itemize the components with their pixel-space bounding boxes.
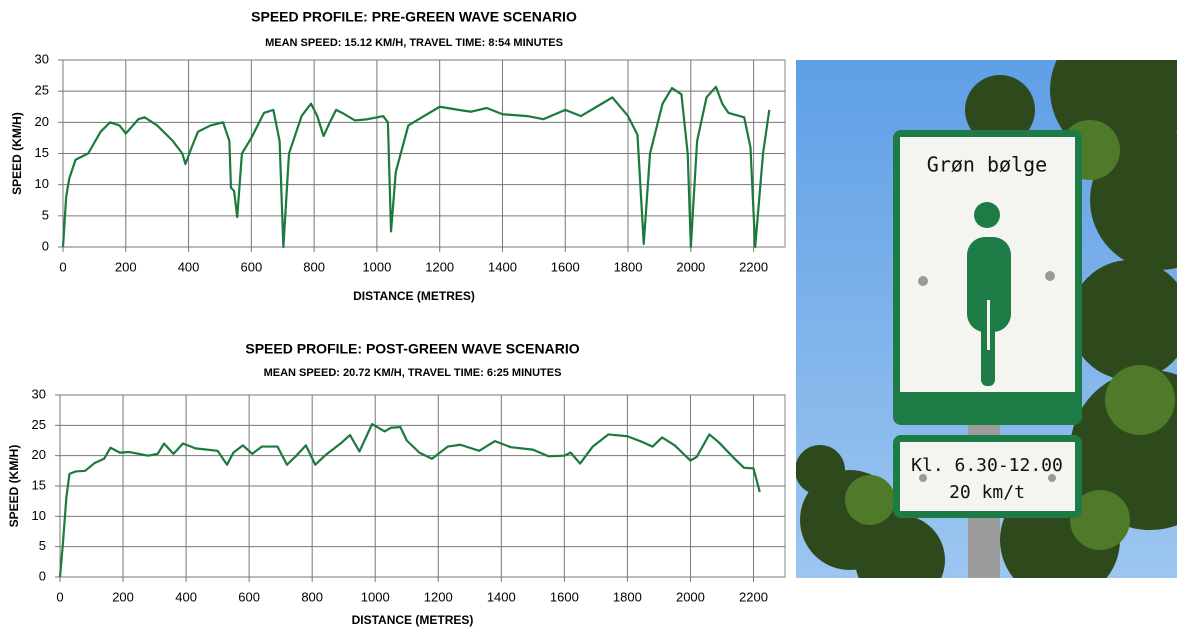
- x-tick-label: 600: [238, 589, 260, 604]
- x-tick-label: 0: [56, 589, 63, 604]
- x-tick-label: 2000: [676, 259, 705, 274]
- chart-subtitle: MEAN SPEED: 15.12 KM/H, TRAVEL TIME: 8:5…: [265, 37, 563, 49]
- x-tick-label: 800: [303, 259, 325, 274]
- x-tick-label: 400: [178, 259, 200, 274]
- y-tick-label: 0: [42, 238, 49, 253]
- x-tick-label: 1200: [424, 589, 453, 604]
- x-tick-label: 1800: [613, 589, 642, 604]
- y-tick-label: 10: [32, 508, 46, 523]
- chart-title: SPEED PROFILE: PRE-GREEN WAVE SCENARIO: [251, 9, 577, 25]
- x-tick-label: 600: [240, 259, 262, 274]
- x-axis-label: DISTANCE (METRES): [352, 613, 474, 627]
- x-tick-label: 0: [59, 259, 66, 274]
- y-tick-label: 25: [35, 83, 49, 98]
- y-tick-label: 0: [39, 568, 46, 583]
- y-axis-label: SPEED (KM/H): [7, 445, 21, 528]
- x-axis-label: DISTANCE (METRES): [353, 289, 475, 303]
- sign-photo: Grøn bølge Kl. 6.30-12.00 20 km/t: [795, 20, 1177, 605]
- y-tick-label: 20: [35, 114, 49, 129]
- x-tick-label: 1000: [362, 259, 391, 274]
- x-tick-label: 1200: [425, 259, 454, 274]
- sign-hours: Kl. 6.30-12.00: [911, 455, 1063, 476]
- figure: Grøn bølge Kl. 6.30-12.00 20 km/t SPEED …: [0, 0, 1177, 630]
- x-tick-label: 1600: [551, 259, 580, 274]
- x-tick-label: 1400: [487, 589, 516, 604]
- sign-title: Grøn bølge: [927, 153, 1047, 177]
- x-tick-label: 1800: [614, 259, 643, 274]
- y-tick-label: 30: [32, 386, 46, 401]
- y-tick-label: 15: [32, 477, 46, 492]
- x-tick-label: 800: [301, 589, 323, 604]
- x-tick-label: 2200: [739, 589, 768, 604]
- y-tick-label: 25: [32, 417, 46, 432]
- y-tick-label: 5: [39, 538, 46, 553]
- sign-speed: 20 km/t: [949, 482, 1025, 503]
- y-tick-label: 15: [35, 145, 49, 160]
- y-tick-label: 20: [32, 447, 46, 462]
- y-axis-label: SPEED (KM/H): [10, 112, 24, 195]
- y-tick-label: 5: [42, 207, 49, 222]
- x-tick-label: 1600: [550, 589, 579, 604]
- page: {"chart_data": [ {"type": "line", "title…: [0, 0, 1177, 630]
- y-tick-label: 30: [35, 51, 49, 66]
- x-tick-label: 1400: [488, 259, 517, 274]
- chart-subtitle: MEAN SPEED: 20.72 KM/H, TRAVEL TIME: 6:2…: [264, 367, 562, 379]
- x-tick-label: 400: [175, 589, 197, 604]
- x-tick-label: 200: [115, 259, 137, 274]
- x-tick-label: 2200: [739, 259, 768, 274]
- chart-title: SPEED PROFILE: POST-GREEN WAVE SCENARIO: [245, 341, 579, 357]
- x-tick-label: 1000: [361, 589, 390, 604]
- x-tick-label: 200: [112, 589, 134, 604]
- x-tick-label: 2000: [676, 589, 705, 604]
- y-tick-label: 10: [35, 176, 49, 191]
